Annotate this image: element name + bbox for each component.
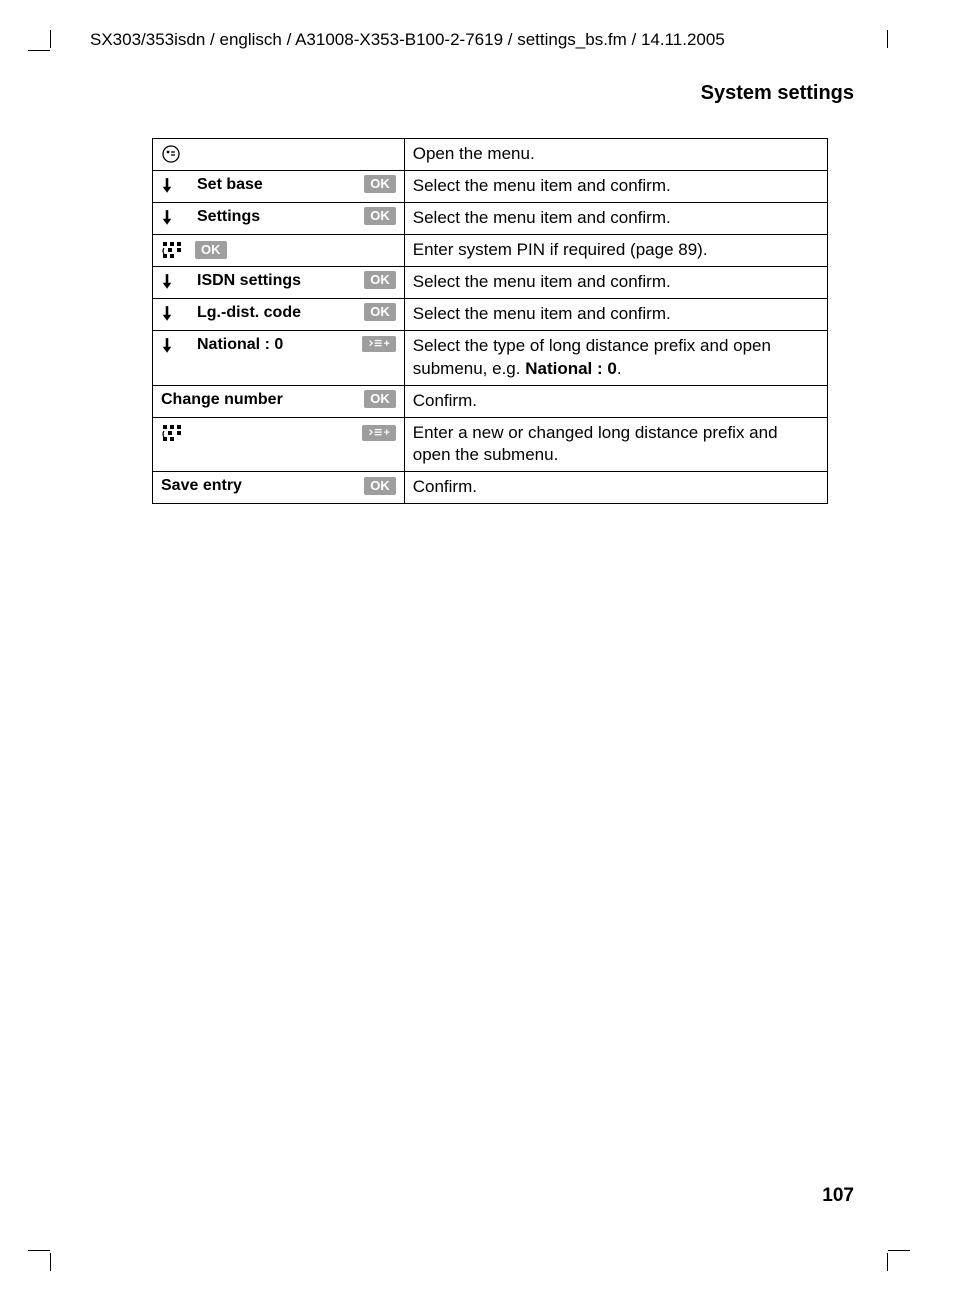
table-row: Settings OK Select the menu item and confi… [153,202,828,234]
desc-text: Select the menu item and confirm. [413,272,671,291]
keypad-icon [161,240,183,262]
submenu-button [362,425,396,441]
action-cell: Lg.-dist. code OK [153,298,405,330]
down-arrow-icon [161,336,173,354]
table-row: ISDN settings OK Select the menu item and … [153,266,828,298]
desc-text: . [617,359,622,378]
ok-button: OK [364,477,396,495]
action-label: National : 0 [197,335,283,354]
action-label: Lg.-dist. code [197,303,301,322]
description-cell: Confirm. [404,385,827,417]
desc-text: Select the menu item and confirm. [413,304,671,323]
action-label: Save entry [161,476,242,495]
table-row: National : 0Select the type of long dist… [153,330,828,385]
description-cell: Select the menu item and confirm. [404,298,827,330]
down-arrow-icon [161,176,173,194]
keypad-icon [161,423,183,445]
action-label: ISDN settings [197,271,301,290]
action-label: Settings [197,207,260,226]
table-row: Set base OK Select the menu item and confi… [153,170,828,202]
menu-circle-icon [161,144,181,164]
ok-button: OK [195,241,227,259]
crop-mark [50,30,51,48]
ok-button: OK [364,271,396,289]
description-cell: Select the menu item and confirm. [404,202,827,234]
desc-text: Confirm. [413,391,477,410]
down-arrow-icon [161,304,173,322]
desc-text: Confirm. [413,477,477,496]
table-row: Lg.-dist. code OK Select the menu item and… [153,298,828,330]
crop-mark [28,1250,50,1251]
ok-button: OK [364,303,396,321]
desc-text: Select the menu item and confirm. [413,208,671,227]
action-cell: National : 0 [153,330,405,385]
table-row: Change number OK Confirm. [153,385,828,417]
action-cell: Set base OK [153,170,405,202]
instruction-table: Open the menu. Set base OK Select the menu … [152,138,828,504]
page-number: 107 [822,1185,854,1207]
crop-mark [888,1250,910,1251]
action-label: Change number [161,390,283,409]
table-row: Save entry OK Confirm. [153,472,828,504]
action-cell [153,417,405,472]
action-cell: Change number OK [153,385,405,417]
description-cell: Confirm. [404,472,827,504]
crop-mark [50,1253,51,1271]
table-row: Enter a new or changed long distance pre… [153,417,828,472]
description-cell: Select the menu item and confirm. [404,266,827,298]
table-row: OK Enter system PIN if required (page 89)… [153,234,828,266]
description-cell: Enter system PIN if required (page 89). [404,234,827,266]
desc-text: Select the menu item and confirm. [413,176,671,195]
action-cell: Settings OK [153,202,405,234]
crop-mark [887,1253,888,1271]
action-label: Set base [197,175,263,194]
header-path: SX303/353isdn / englisch / A31008-X353-B… [90,30,725,50]
action-cell: ISDN settings OK [153,266,405,298]
table-row: Open the menu. [153,139,828,171]
section-title: System settings [701,82,854,105]
desc-text: Open the menu. [413,144,535,163]
description-cell: Enter a new or changed long distance pre… [404,417,827,472]
crop-mark [28,50,50,51]
action-cell: OK [153,234,405,266]
desc-bold: National : 0 [525,359,617,378]
action-cell [153,139,405,171]
down-arrow-icon [161,208,173,226]
ok-button: OK [364,390,396,408]
desc-text: Enter system PIN if required (page 89). [413,240,708,259]
description-cell: Select the type of long distance prefix … [404,330,827,385]
ok-button: OK [364,175,396,193]
submenu-button [362,336,396,352]
description-cell: Select the menu item and confirm. [404,170,827,202]
desc-text: Enter a new or changed long distance pre… [413,423,778,465]
action-cell: Save entry OK [153,472,405,504]
down-arrow-icon [161,272,173,290]
crop-mark [887,30,888,48]
description-cell: Open the menu. [404,139,827,171]
ok-button: OK [364,207,396,225]
